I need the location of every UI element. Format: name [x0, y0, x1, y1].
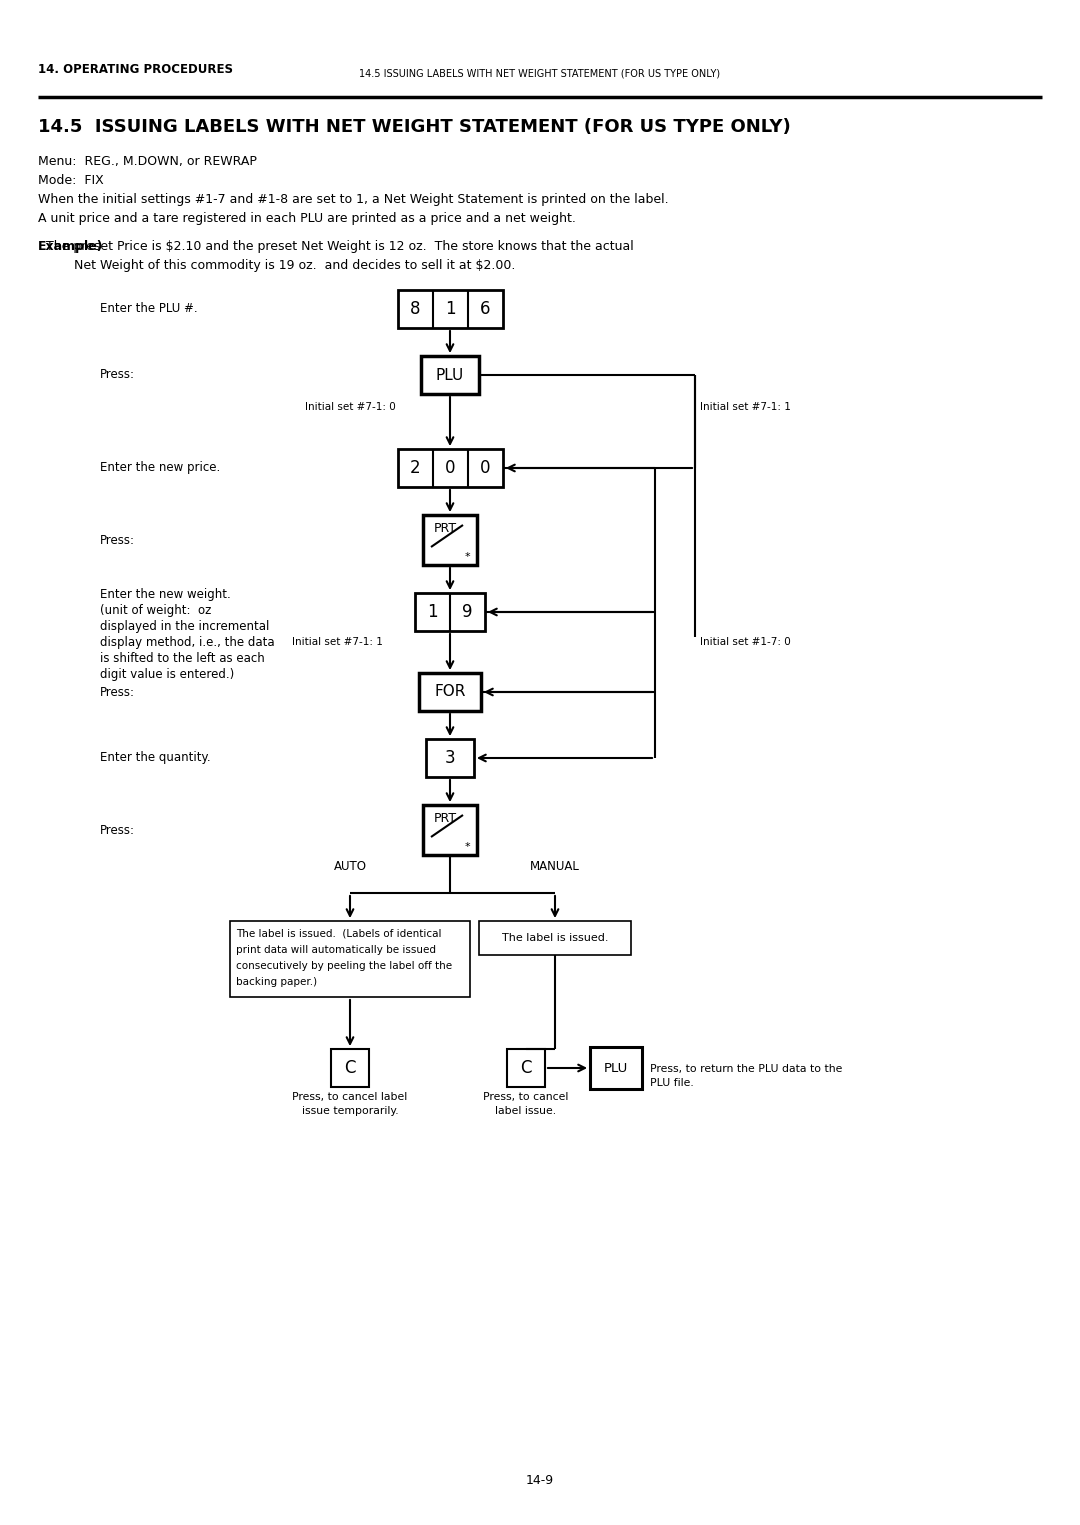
Text: consecutively by peeling the label off the: consecutively by peeling the label off t…	[237, 961, 453, 971]
Text: C: C	[345, 1058, 355, 1077]
Text: PLU file.: PLU file.	[650, 1078, 693, 1087]
Bar	[415, 593, 485, 631]
Text: (unit of weight:  oz: (unit of weight: oz	[100, 604, 212, 618]
Text: *: *	[464, 552, 470, 563]
Text: 9: 9	[462, 602, 473, 621]
Text: Initial set #7-1: 1: Initial set #7-1: 1	[700, 403, 791, 412]
Text: label issue.: label issue.	[496, 1106, 556, 1116]
Text: display method, i.e., the data: display method, i.e., the data	[100, 636, 274, 650]
Text: is shifted to the left as each: is shifted to the left as each	[100, 653, 265, 665]
Text: digit value is entered.): digit value is entered.)	[100, 668, 234, 682]
Text: issue temporarily.: issue temporarily.	[301, 1106, 399, 1116]
Text: PLU: PLU	[604, 1061, 629, 1075]
Text: PRT: PRT	[433, 523, 457, 535]
Text: 14.5  ISSUING LABELS WITH NET WEIGHT STATEMENT (FOR US TYPE ONLY): 14.5 ISSUING LABELS WITH NET WEIGHT STAT…	[38, 117, 791, 136]
Text: Initial set #7-1: 0: Initial set #7-1: 0	[305, 403, 395, 412]
Text: PLU: PLU	[436, 368, 464, 383]
Text: FOR: FOR	[434, 685, 465, 700]
Text: backing paper.): backing paper.)	[237, 978, 318, 987]
Text: Mode:  FIX: Mode: FIX	[38, 174, 104, 188]
Bar	[399, 290, 503, 328]
Text: Press, to return the PLU data to the: Press, to return the PLU data to the	[650, 1064, 842, 1074]
Text: Press, to cancel: Press, to cancel	[484, 1092, 569, 1103]
Text: The label is issued.: The label is issued.	[502, 933, 608, 942]
Text: The label is issued.  (Labels of identical: The label is issued. (Labels of identica…	[237, 929, 442, 939]
Text: print data will automatically be issued: print data will automatically be issued	[237, 946, 436, 955]
Bar	[399, 448, 503, 486]
Bar	[423, 515, 477, 564]
Bar	[423, 805, 477, 856]
Text: 2: 2	[410, 459, 421, 477]
Text: Enter the quantity.: Enter the quantity.	[100, 752, 211, 764]
Bar	[421, 355, 480, 393]
Text: Press:: Press:	[100, 534, 135, 546]
Bar	[426, 740, 474, 778]
Bar	[590, 1048, 642, 1089]
Text: 3: 3	[445, 749, 456, 767]
Text: 6: 6	[481, 300, 490, 319]
Text: Net Weight of this commodity is 19 oz.  and decides to sell it at $2.00.: Net Weight of this commodity is 19 oz. a…	[38, 259, 515, 271]
Bar	[230, 921, 470, 997]
Text: The preset Price is $2.10 and the preset Net Weight is 12 oz.  The store knows t: The preset Price is $2.10 and the preset…	[38, 239, 634, 253]
Text: Initial set #1-7: 0: Initial set #1-7: 0	[700, 637, 791, 647]
Bar	[507, 1049, 545, 1087]
Text: When the initial settings #1-7 and #1-8 are set to 1, a Net Weight Statement is : When the initial settings #1-7 and #1-8 …	[38, 194, 669, 206]
Text: Press:: Press:	[100, 824, 135, 837]
Bar	[330, 1049, 369, 1087]
Bar	[419, 673, 481, 711]
Bar	[480, 921, 631, 955]
Text: 0: 0	[481, 459, 490, 477]
Text: 1: 1	[428, 602, 437, 621]
Text: A unit price and a tare registered in each PLU are printed as a price and a net : A unit price and a tare registered in ea…	[38, 212, 576, 226]
Text: Press:: Press:	[100, 369, 135, 381]
Text: Enter the new price.: Enter the new price.	[100, 462, 220, 474]
Text: AUTO: AUTO	[334, 860, 366, 872]
Text: Enter the PLU #.: Enter the PLU #.	[100, 302, 198, 316]
Text: Press, to cancel label: Press, to cancel label	[293, 1092, 407, 1103]
Text: 14-9: 14-9	[526, 1475, 554, 1487]
Text: displayed in the incremental: displayed in the incremental	[100, 621, 269, 633]
Text: Enter the new weight.: Enter the new weight.	[100, 589, 231, 601]
Text: 0: 0	[445, 459, 456, 477]
Text: 14.5 ISSUING LABELS WITH NET WEIGHT STATEMENT (FOR US TYPE ONLY): 14.5 ISSUING LABELS WITH NET WEIGHT STAT…	[360, 69, 720, 79]
Text: Press:: Press:	[100, 686, 135, 698]
Text: C: C	[521, 1058, 531, 1077]
Text: MANUAL: MANUAL	[530, 860, 580, 872]
Text: Example): Example)	[38, 239, 104, 253]
Text: Menu:  REG., M.DOWN, or REWRAP: Menu: REG., M.DOWN, or REWRAP	[38, 156, 257, 168]
Text: PRT: PRT	[433, 813, 457, 825]
Text: *: *	[464, 842, 470, 852]
Text: Initial set #7-1: 1: Initial set #7-1: 1	[292, 637, 383, 647]
Text: 8: 8	[410, 300, 421, 319]
Text: 1: 1	[445, 300, 456, 319]
Text: 14. OPERATING PROCEDURES: 14. OPERATING PROCEDURES	[38, 63, 233, 76]
